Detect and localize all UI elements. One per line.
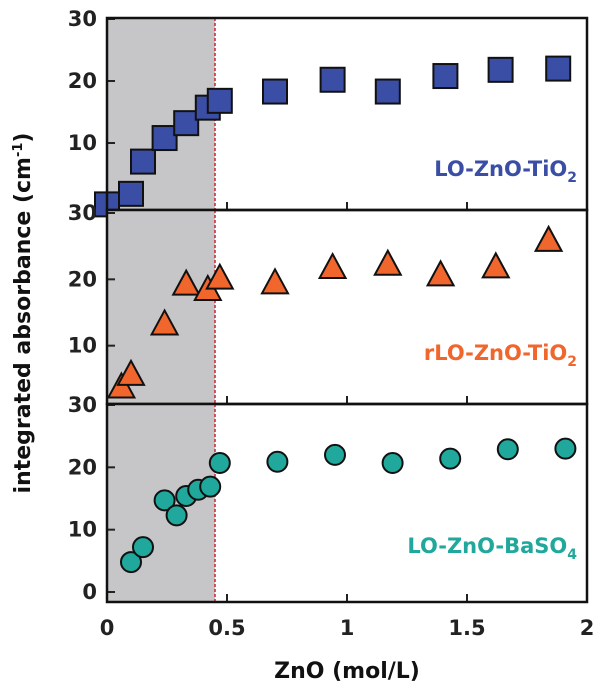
y-tick-label: 0 bbox=[82, 580, 97, 604]
data-point bbox=[153, 489, 176, 512]
data-point bbox=[266, 450, 289, 473]
data-point bbox=[205, 262, 235, 290]
data-point bbox=[545, 55, 572, 82]
data-point bbox=[554, 437, 577, 460]
series-label: LO-ZnO-TiO2 bbox=[434, 157, 577, 186]
data-point bbox=[496, 438, 519, 461]
data-point bbox=[487, 56, 514, 83]
data-point bbox=[374, 78, 401, 105]
data-point bbox=[324, 443, 346, 466]
y-tick-label: 20 bbox=[68, 455, 97, 479]
y-axis-title: integrated absorbance (cm-1) bbox=[11, 133, 36, 494]
data-point bbox=[151, 125, 178, 152]
data-point bbox=[132, 536, 154, 559]
data-point bbox=[206, 87, 233, 114]
x-tick-label: 0 bbox=[100, 616, 115, 640]
data-point bbox=[262, 78, 288, 105]
y-tick-label: 10 bbox=[68, 518, 97, 542]
y-tick-label: 10 bbox=[68, 131, 97, 155]
data-point bbox=[120, 551, 142, 574]
panel-2: 30 20 10 rLO-ZnO-TiO2 bbox=[68, 201, 589, 406]
data-point bbox=[173, 110, 200, 137]
y-tick-label: 30 bbox=[68, 7, 97, 31]
data-point bbox=[208, 451, 231, 474]
data-point bbox=[317, 251, 348, 280]
y-tick-label: 10 bbox=[68, 334, 97, 358]
data-point bbox=[130, 148, 156, 175]
series-label: rLO-ZnO-TiO2 bbox=[424, 341, 577, 370]
series-label: LO-ZnO-BaSO4 bbox=[407, 534, 577, 563]
data-point bbox=[199, 475, 222, 498]
panel-1: 30 20 10 LO-ZnO-TiO2 bbox=[68, 7, 589, 218]
data-point bbox=[260, 267, 290, 295]
data-point bbox=[439, 447, 462, 470]
y-tick-label: 30 bbox=[68, 201, 97, 225]
panel-frame bbox=[105, 402, 589, 604]
panel-3: 30 20 10 0 LO-ZnO-BaSO4 bbox=[68, 393, 589, 604]
x-tick-label: 0.5 bbox=[208, 616, 245, 640]
y-tick-label: 20 bbox=[68, 69, 97, 93]
data-point bbox=[432, 63, 459, 90]
data-point bbox=[165, 504, 188, 527]
y-tick-label: 20 bbox=[68, 267, 97, 291]
y-tick-label: 30 bbox=[68, 393, 97, 417]
data-point bbox=[116, 358, 146, 386]
data-point bbox=[149, 308, 180, 336]
data-point bbox=[481, 251, 511, 279]
data-point bbox=[319, 66, 346, 93]
x-tick-label: 2 bbox=[580, 616, 595, 640]
x-tick-label: 1 bbox=[340, 616, 355, 640]
x-axis-title: ZnO (mol/L) bbox=[274, 659, 420, 684]
x-tick-label: 1.5 bbox=[448, 616, 485, 640]
data-point bbox=[118, 180, 144, 207]
data-point bbox=[425, 259, 456, 287]
data-point bbox=[373, 248, 403, 276]
data-point bbox=[381, 451, 404, 474]
data-point bbox=[171, 268, 201, 296]
data-point bbox=[533, 224, 564, 252]
